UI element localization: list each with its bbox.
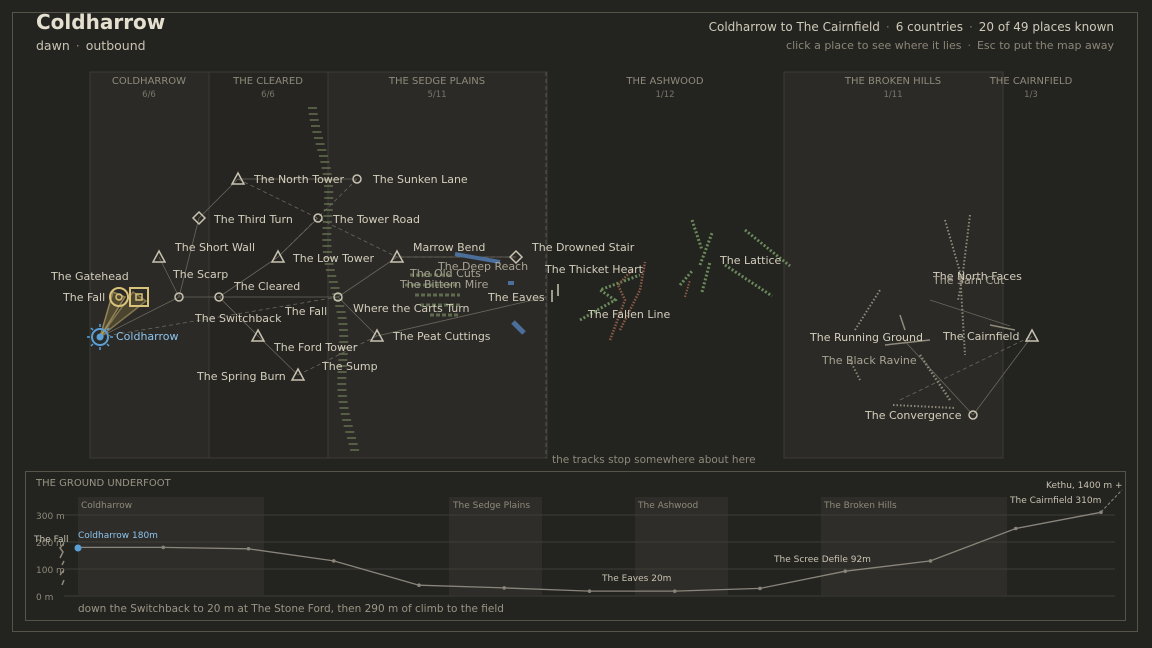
time-of-day: dawn	[36, 38, 70, 53]
region-name: THE SEDGE PLAINS	[388, 76, 485, 87]
triangle-icon[interactable]	[250, 328, 266, 342]
region-name: COLDHARROW	[112, 76, 186, 87]
triangle-icon[interactable]	[290, 367, 306, 381]
place-label[interactable]: The Thicket Heart	[544, 263, 644, 276]
ground-footer: down the Switchback to 20 m at The Stone…	[78, 603, 504, 615]
place-label[interactable]: The Fallen Line	[587, 308, 671, 321]
broken-hills-scarps	[849, 214, 1016, 409]
region-name: THE ASHWOOD	[625, 76, 703, 87]
dashed-routes	[99, 178, 1033, 401]
page-title: Coldharrow	[36, 10, 166, 34]
country-count: 6 countries	[895, 20, 963, 34]
region-name: THE BROKEN HILLS	[844, 76, 941, 87]
travel-direction: outbound	[85, 38, 146, 53]
place-label[interactable]: The Eaves	[487, 291, 545, 304]
circle-icon[interactable]	[313, 213, 323, 223]
place-label[interactable]: Where the Carts Turn	[353, 302, 470, 315]
region-count: 1/12	[655, 90, 674, 100]
region-name: THE CAIRNFIELD	[989, 76, 1073, 87]
place-labels: Coldharrow The Fall The Gatehead The Sca…	[50, 173, 1022, 422]
circle-icon[interactable]	[214, 292, 224, 302]
circle-icon	[115, 293, 123, 301]
triangle-icon[interactable]	[151, 249, 167, 263]
place-label[interactable]: The Spring Burn	[196, 370, 286, 383]
route-name: Coldharrow to The Cairnfield	[708, 20, 880, 34]
place-label[interactable]: The Peat Cuttings	[392, 330, 491, 343]
place-label[interactable]: The Ford Tower	[273, 341, 358, 354]
place-label[interactable]: The Fall	[284, 305, 327, 318]
triangle-icon[interactable]	[270, 249, 286, 263]
place-label[interactable]: The Convergence	[864, 409, 962, 422]
region-count: 6/6	[142, 90, 156, 100]
target-icon[interactable]	[87, 324, 113, 350]
place-label[interactable]: The Drowned Stair	[531, 241, 635, 254]
circle-icon[interactable]	[333, 292, 343, 302]
place-label[interactable]: The North Faces	[932, 270, 1022, 283]
place-label[interactable]: The Switchback	[194, 312, 282, 325]
diamond-icon[interactable]	[191, 210, 207, 226]
place-label[interactable]: The Fall	[62, 291, 105, 304]
region-count: 1/11	[883, 90, 902, 100]
place-label[interactable]: The Old Cuts	[409, 267, 481, 280]
place-label[interactable]: Marrow Bend	[413, 241, 485, 254]
place-label[interactable]: The Sarn Cut	[932, 274, 1005, 287]
place-label[interactable]: The Lattice	[719, 254, 782, 267]
place-label[interactable]: The Gatehead	[50, 270, 129, 283]
triangle-icon[interactable]	[389, 249, 405, 263]
place-label[interactable]: The Deep Reach	[437, 260, 528, 273]
region-count: 1/3	[1024, 90, 1038, 100]
diamond-icon[interactable]	[508, 249, 524, 265]
circle-icon[interactable]	[968, 410, 978, 420]
sedge-marsh	[405, 252, 526, 335]
map-frame	[12, 12, 1138, 632]
time-direction: dawn · outbound	[36, 38, 146, 53]
place-label[interactable]: The Low Tower	[292, 252, 374, 265]
place-label[interactable]: The Running Ground	[809, 331, 923, 344]
ground-panel	[25, 471, 1126, 621]
place-label[interactable]: The Short Wall	[174, 241, 255, 254]
ground-title: THE GROUND UNDERFOOT	[36, 478, 171, 489]
region-headers: COLDHARROW 6/6 THE CLEARED 6/6 THE SEDGE…	[112, 76, 1073, 100]
square-icon	[135, 293, 143, 301]
triangle-icon[interactable]	[230, 171, 246, 185]
place-label[interactable]: The Bittern Mire	[399, 278, 489, 291]
place-label[interactable]: The Cleared	[233, 280, 300, 293]
tracks-note: the tracks stop somewhere about here	[552, 454, 756, 466]
circle-icon[interactable]	[174, 292, 184, 302]
square-icon[interactable]	[129, 287, 149, 307]
place-label[interactable]: Coldharrow	[116, 330, 179, 343]
route-summary: Coldharrow to The Cairnfield · 6 countries…	[708, 20, 1114, 34]
circle-icon[interactable]	[352, 174, 362, 184]
current-highlight	[99, 290, 148, 338]
place-label[interactable]: The Tower Road	[332, 213, 420, 226]
region-name: THE CLEARED	[232, 76, 303, 87]
hint-esc: Esc to put the map away	[976, 39, 1114, 52]
place-label[interactable]: The North Tower	[253, 173, 345, 186]
hints: click a place to see where it lies · Esc t…	[786, 39, 1114, 52]
region-bands	[89, 71, 1004, 459]
place-label[interactable]: The Sunken Lane	[372, 173, 468, 186]
hint-click: click a place to see where it lies	[786, 39, 962, 52]
place-label[interactable]: The Cairnfield	[942, 330, 1019, 343]
circle-icon[interactable]	[109, 287, 129, 307]
region-count: 5/11	[427, 90, 446, 100]
river-hatching	[308, 107, 360, 451]
place-label[interactable]: The Black Ravine	[821, 354, 917, 367]
place-label[interactable]: The Scarp	[172, 268, 228, 281]
region-count: 6/6	[261, 90, 275, 100]
ashwood-woods	[579, 219, 791, 341]
place-label[interactable]: The Sump	[321, 360, 378, 373]
place-label[interactable]: The Third Turn	[213, 213, 293, 226]
triangle-icon[interactable]	[1024, 328, 1040, 342]
place-markers	[87, 171, 1040, 420]
triangle-icon[interactable]	[369, 328, 385, 342]
known-count: 20 of 49 places known	[978, 20, 1114, 34]
